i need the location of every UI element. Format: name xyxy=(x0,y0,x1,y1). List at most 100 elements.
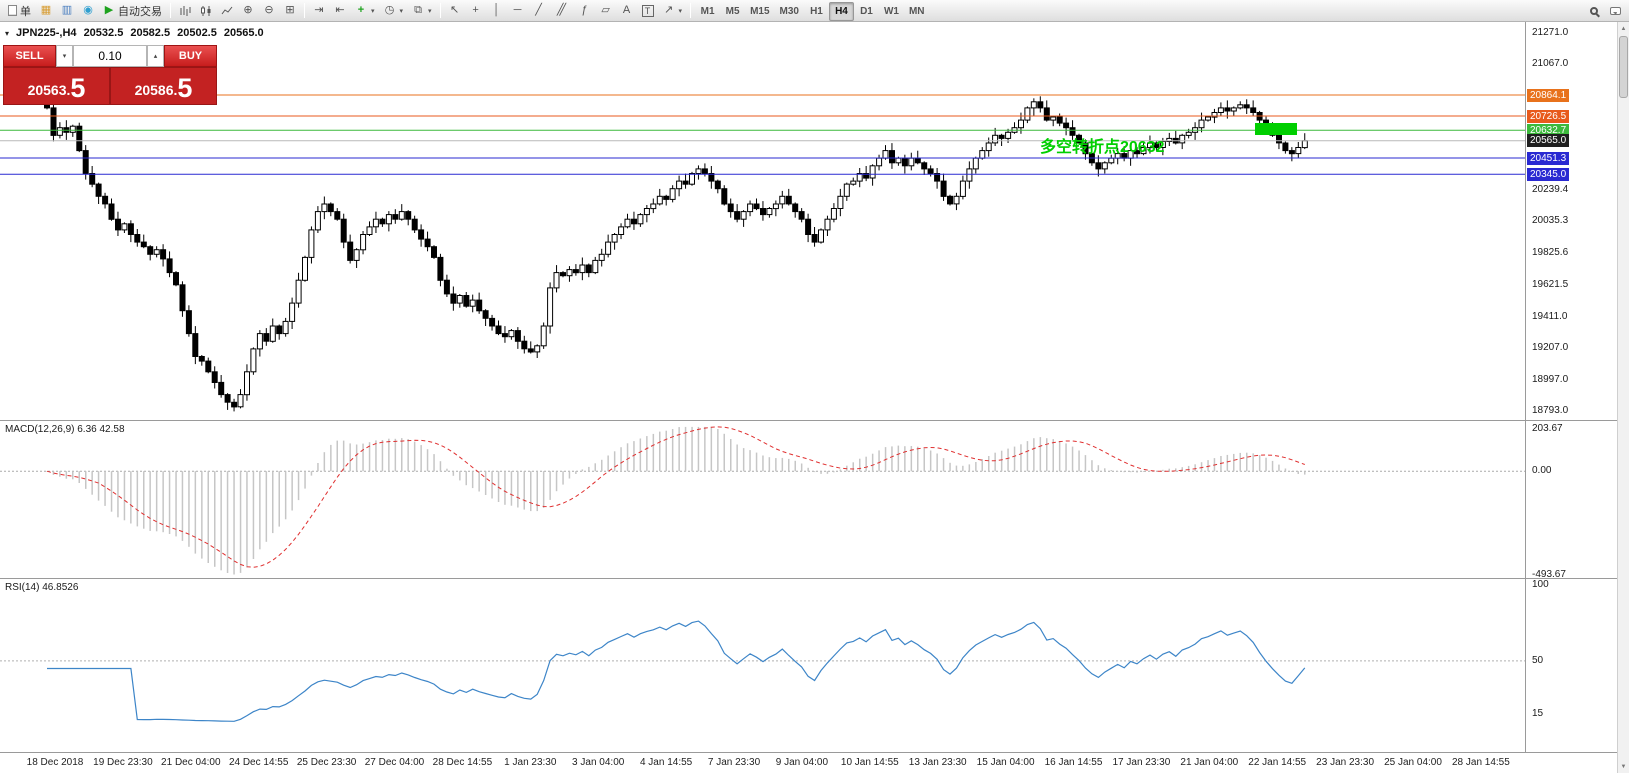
time-axis-label: 10 Jan 14:55 xyxy=(840,757,899,768)
add-indicator-button[interactable]: + ▾ xyxy=(351,1,379,20)
market-watch-icon: ▦ xyxy=(40,4,52,16)
auto-trading-button[interactable]: ▶ 自动交易 xyxy=(99,1,166,20)
zoom-in-icon: ⊕ xyxy=(243,4,253,16)
chevron-down-icon: ▾ xyxy=(428,7,432,15)
auto-trading-label: 自动交易 xyxy=(118,5,162,18)
text-label-icon: T xyxy=(641,4,654,17)
periods-button[interactable]: ◷ ▾ xyxy=(380,1,408,20)
timeframe-h4-button[interactable]: H4 xyxy=(828,1,854,21)
macd-label: MACD(12,26,9) 6.36 42.58 xyxy=(5,424,125,435)
macd-axis-label: 203.67 xyxy=(1532,422,1563,434)
zoom-out-button[interactable]: ⊖ xyxy=(259,1,279,20)
timeframe-m1-button[interactable]: M1 xyxy=(695,2,720,21)
fibonacci-tool-button[interactable]: ƒ xyxy=(575,1,595,20)
panel-separator[interactable] xyxy=(0,752,1617,753)
scroll-down-button[interactable]: ▼ xyxy=(1620,763,1627,770)
time-axis-label: 24 Dec 14:55 xyxy=(228,757,289,768)
timeframe-m15-button[interactable]: M15 xyxy=(745,2,774,21)
text-label-tool-button[interactable]: T xyxy=(638,1,658,20)
time-axis-label: 13 Jan 23:30 xyxy=(908,757,967,768)
volume-input[interactable] xyxy=(73,45,147,67)
timeframe-w1-button[interactable]: W1 xyxy=(879,2,904,21)
vertical-scrollbar[interactable]: ▲ ▼ xyxy=(1617,22,1629,773)
time-axis[interactable]: 18 Dec 2018 19 Dec 23:30 21 Dec 04:00 24 De… xyxy=(0,753,1617,773)
timeframe-m30-button[interactable]: M30 xyxy=(775,2,804,21)
timeframe-m5-button[interactable]: M5 xyxy=(720,2,745,21)
ohlc-low: 20502.5 xyxy=(177,27,217,39)
chat-button[interactable] xyxy=(1605,1,1625,20)
trendline-icon: ╱ xyxy=(535,4,542,16)
trendline-tool-button[interactable]: ╱ xyxy=(529,1,549,20)
price-axis-label: 18997.0 xyxy=(1532,373,1569,385)
crosshair-tool-button[interactable]: + xyxy=(466,1,486,20)
time-axis-label: 27 Dec 04:00 xyxy=(364,757,425,768)
text-tool-button[interactable]: A xyxy=(617,1,637,20)
timeframe-mn-button[interactable]: MN xyxy=(904,2,930,21)
time-axis-label: 25 Jan 04:00 xyxy=(1384,757,1442,768)
one-click-toggle[interactable]: ▾ xyxy=(5,28,10,38)
price-axis-label: 18793.0 xyxy=(1532,404,1569,416)
new-order-button[interactable]: 单 xyxy=(4,1,35,20)
chart-shift-button[interactable]: ⇤ xyxy=(330,1,350,20)
panel-separator[interactable] xyxy=(0,578,1617,579)
data-window-button[interactable]: ▥ xyxy=(57,1,77,20)
zoom-out-icon: ⊖ xyxy=(264,4,274,16)
scroll-up-button[interactable]: ▲ xyxy=(1620,25,1627,32)
search-icon xyxy=(1590,6,1598,15)
search-button[interactable] xyxy=(1584,1,1604,20)
timeframe-h1-button[interactable]: H1 xyxy=(804,2,829,21)
highlight-rectangle[interactable] xyxy=(1255,123,1297,136)
macd-histogram xyxy=(46,426,1306,575)
volume-increase-button[interactable]: ▴ xyxy=(147,45,164,67)
buy-button[interactable]: BUY xyxy=(164,45,217,67)
timeframe-d1-button[interactable]: D1 xyxy=(854,2,879,21)
buy-price[interactable]: 20586. 5 xyxy=(110,67,217,105)
price-axis[interactable]: 21271.0 21067.0 20239.4 20035.3 19825.6 19621… xyxy=(1525,22,1617,753)
macd-panel[interactable]: MACD(12,26,9) 6.36 42.58 xyxy=(0,421,1525,578)
price-tag: 20632.7 xyxy=(1527,123,1570,137)
time-axis-label: 21 Jan 04:00 xyxy=(1180,757,1239,768)
candlestick-chart-icon xyxy=(201,5,211,16)
time-axis-label: 3 Jan 04:00 xyxy=(572,757,625,768)
chevron-down-icon: ▾ xyxy=(371,7,375,15)
time-axis-label: 1 Jan 23:30 xyxy=(504,757,557,768)
time-axis-label: 15 Jan 04:00 xyxy=(976,757,1035,768)
candlestick-chart-button[interactable] xyxy=(196,1,216,20)
rsi-panel[interactable]: RSI(14) 46.8526 xyxy=(0,579,1525,752)
zoom-in-button[interactable]: ⊕ xyxy=(238,1,258,20)
sell-button[interactable]: SELL xyxy=(3,45,56,67)
sell-price[interactable]: 20563. 5 xyxy=(3,67,110,105)
shapes-tool-button[interactable]: ▱ xyxy=(596,1,616,20)
vertical-line-tool-button[interactable]: │ xyxy=(487,1,507,20)
price-axis-label: 19825.6 xyxy=(1532,247,1569,259)
panel-separator[interactable] xyxy=(0,420,1617,421)
tile-windows-button[interactable]: ⊞ xyxy=(280,1,300,20)
rsi-axis-label: 15 xyxy=(1532,708,1544,720)
bar-chart-button[interactable] xyxy=(175,1,195,20)
volume-decrease-button[interactable]: ▾ xyxy=(56,45,73,67)
candles xyxy=(44,96,1308,412)
templates-button[interactable]: ⧉ ▾ xyxy=(408,1,436,20)
scrollbar-thumb[interactable] xyxy=(1619,36,1628,98)
price-axis-label: 19207.0 xyxy=(1532,341,1569,353)
cursor-tool-button[interactable]: ↖ xyxy=(445,1,465,20)
globe-icon: ◉ xyxy=(83,4,93,16)
line-chart-button[interactable] xyxy=(217,1,237,20)
auto-scroll-button[interactable]: ⇥ xyxy=(309,1,329,20)
vertical-line-icon: │ xyxy=(493,4,500,16)
candlestick-chart xyxy=(0,94,1525,412)
time-axis-label: 16 Jan 14:55 xyxy=(1044,757,1103,768)
market-watch-button[interactable]: ▦ xyxy=(36,1,56,20)
time-axis-label: 19 Dec 23:30 xyxy=(93,757,153,768)
arrows-tool-button[interactable]: ↗ ▾ xyxy=(659,1,687,20)
navigator-button[interactable]: ◉ xyxy=(78,1,98,20)
horizontal-line-tool-button[interactable]: ─ xyxy=(508,1,528,20)
new-order-label: 单 xyxy=(20,5,31,18)
toolbar-separator xyxy=(439,3,441,18)
main-chart-area[interactable]: ▾ JPN225-,H4 20532.5 20582.5 20502.5 205… xyxy=(0,22,1525,420)
turning-point-annotation[interactable]: 多空转折点20632 xyxy=(1040,139,1165,157)
channel-tool-button[interactable]: ╱╱ xyxy=(550,1,574,20)
fibonacci-icon: ƒ xyxy=(581,4,588,16)
time-axis-label: 25 Dec 23:30 xyxy=(296,757,357,768)
